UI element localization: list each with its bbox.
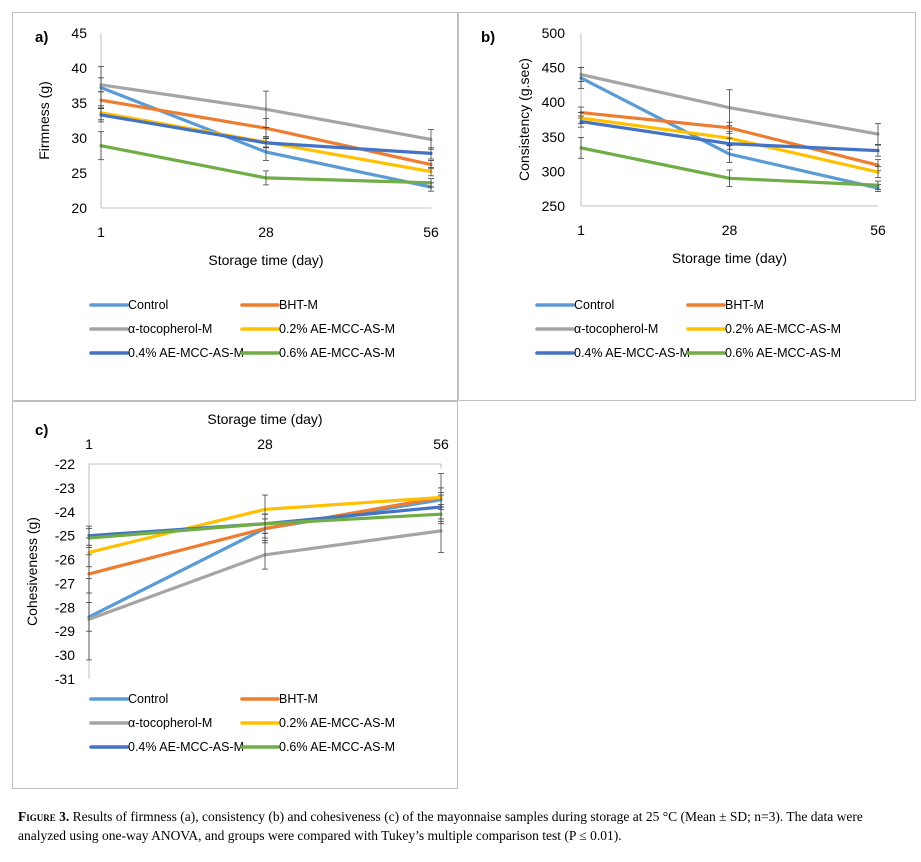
error-bar-0-2pct-ae-mcc-as-m [428,166,434,177]
x-tick-label: 1 [577,222,585,238]
y-tick-label: 350 [542,129,566,145]
y-tick-label: -27 [55,575,75,591]
error-bar-0-4pct-ae-mcc-as-m [263,138,269,148]
legend-label-alpha-tocopherol-m: α-tocopherol-M [128,716,212,730]
legend-label-0-6pct-ae-mcc-as-m: 0.6% AE-MCC-AS-M [279,740,395,754]
y-tick-label: -26 [55,552,75,568]
y-axis-title: Cohesiveness (g) [24,517,40,626]
legend-label-control: Control [128,298,168,312]
cohesiveness-chart-svg: c) -22 -23 -24 -25 -26 -27 -28 -29 -30 -31 Cohesive… [24,411,449,754]
error-bar-alpha-tocopherol-m [263,90,269,128]
legend-label-0-2pct-ae-mcc-as-m: 0.2% AE-MCC-AS-M [279,322,395,336]
legend-label-0-4pct-ae-mcc-as-m: 0.4% AE-MCC-AS-M [128,740,244,754]
error-bar-0-4pct-ae-mcc-as-m [875,144,881,157]
y-tick-label: 450 [542,60,566,76]
x-tick-label: 28 [258,224,274,240]
y-tick-label: -29 [55,623,75,639]
y-tick-label: 250 [542,198,566,214]
panel-b-consistency-chart: b) 250 300 350 400 450 500 Consistency (g.sec) 1… [458,12,916,401]
consistency-chart-svg: b) 250 300 350 400 450 500 Consistency (g.sec) 1… [481,25,886,360]
legend-b: Control BHT-M α-tocopherol-M 0.2% AE-MCC-AS… [535,298,841,360]
legend-label-control: Control [574,298,614,312]
panel-label-a: a) [35,29,48,46]
legend-label-0-2pct-ae-mcc-as-m: 0.2% AE-MCC-AS-M [725,322,841,336]
legend-c: Control BHT-M α-tocopherol-M 0.2% AE-MCC-AS… [89,692,395,754]
x-axis-title: Storage time (day) [207,411,322,427]
x-tick-label: 28 [257,436,273,452]
x-tick-label: 56 [423,224,439,240]
error-bar-0-6pct-ae-mcc-as-m [428,178,434,188]
panel-label-c: c) [35,422,48,439]
y-tick-label: 45 [71,25,87,41]
legend-label-bht-m: BHT-M [279,298,318,312]
y-tick-label: 40 [71,60,87,76]
firmness-chart-svg: a) 20 25 30 35 40 45 Firmness (g) 1 28 56 Storage t… [35,25,439,360]
y-axis-title: Consistency (g.sec) [516,58,532,181]
x-tick-label: 56 [870,222,886,238]
y-tick-label: -30 [55,647,75,663]
panel-label-b: b) [481,29,495,46]
error-bar-0-6pct-ae-mcc-as-m [98,131,104,161]
error-bar-alpha-tocopherol-m [578,67,584,82]
error-bar-alpha-tocopherol-m [98,77,104,93]
y-tick-label: -22 [55,456,75,472]
error-bar-0-6pct-ae-mcc-as-m [875,180,881,190]
legend-label-control: Control [128,692,168,706]
error-bar-0-6pct-ae-mcc-as-m [438,504,444,525]
y-tick-label: 500 [542,25,566,41]
error-bar-0-4pct-ae-mcc-as-m [98,107,104,123]
panel-c-cohesiveness-chart: c) -22 -23 -24 -25 -26 -27 -28 -29 -30 -31 Cohesive… [12,401,458,789]
y-tick-label: -23 [55,480,75,496]
x-tick-label: 1 [85,436,93,452]
figure-caption-text: Results of firmness (a), consistency (b)… [18,809,863,843]
x-tick-label: 56 [433,436,449,452]
y-tick-label: -24 [55,504,75,520]
legend-label-alpha-tocopherol-m: α-tocopherol-M [128,322,212,336]
legend-label-0-4pct-ae-mcc-as-m: 0.4% AE-MCC-AS-M [128,346,244,360]
x-axis-title: Storage time (day) [672,250,787,266]
y-tick-label: 35 [71,95,87,111]
legend-label-bht-m: BHT-M [725,298,764,312]
error-bar-0-2pct-ae-mcc-as-m [875,166,881,179]
y-tick-label: -31 [55,671,75,687]
error-bar-0-4pct-ae-mcc-as-m [726,137,733,150]
legend-label-0-2pct-ae-mcc-as-m: 0.2% AE-MCC-AS-M [279,716,395,730]
figure-caption: Figure 3. Results of firmness (a), consi… [18,807,908,845]
y-tick-label: 400 [542,94,566,110]
y-tick-label: 25 [71,165,87,181]
legend-label-0-4pct-ae-mcc-as-m: 0.4% AE-MCC-AS-M [574,346,690,360]
panel-a-firmness-chart: a) 20 25 30 35 40 45 Firmness (g) 1 28 56 Storage t… [12,12,458,401]
x-tick-label: 1 [97,224,105,240]
error-bar-0-6pct-ae-mcc-as-m [578,137,584,159]
y-tick-label: -28 [55,599,75,615]
error-bar-0-6pct-ae-mcc-as-m [262,513,268,534]
error-bar-alpha-tocopherol-m [875,123,881,145]
x-axis-title: Storage time (day) [208,252,323,268]
error-bar-0-4pct-ae-mcc-as-m [578,115,584,128]
y-tick-label: 30 [71,130,87,146]
y-tick-label: 20 [71,200,87,216]
y-tick-label: 300 [542,163,566,179]
error-bar-0-6pct-ae-mcc-as-m [726,169,733,188]
y-axis-title: Firmness (g) [36,81,52,160]
error-bar-alpha-tocopherol-m [86,578,92,661]
legend-label-0-6pct-ae-mcc-as-m: 0.6% AE-MCC-AS-M [725,346,841,360]
error-bar-0-6pct-ae-mcc-as-m [86,528,92,549]
legend-a: Control BHT-M α-tocopherol-M 0.2% AE-MCC-AS… [89,298,395,360]
error-bar-alpha-tocopherol-m [262,540,268,570]
legend-label-0-6pct-ae-mcc-as-m: 0.6% AE-MCC-AS-M [279,346,395,360]
x-tick-label: 28 [722,222,738,238]
legend-label-bht-m: BHT-M [279,692,318,706]
error-bar-0-6pct-ae-mcc-as-m [263,170,269,186]
error-bar-alpha-tocopherol-m [726,89,733,127]
figure-caption-label: Figure 3. [18,809,70,824]
legend-label-alpha-tocopherol-m: α-tocopherol-M [574,322,658,336]
error-bar-0-4pct-ae-mcc-as-m [428,147,434,160]
y-tick-label: -25 [55,528,75,544]
